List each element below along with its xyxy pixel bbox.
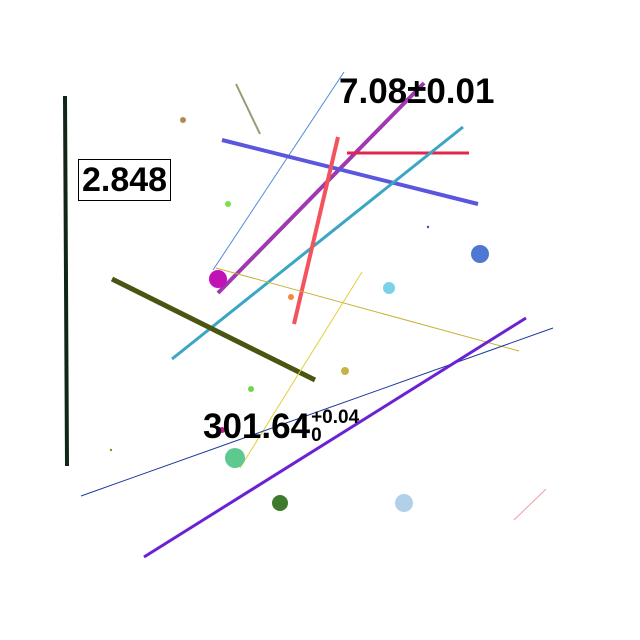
sky-blue-dot [383, 282, 395, 294]
coral-line [292, 136, 340, 325]
royal-blue-dot [471, 245, 489, 263]
khaki-dot [341, 367, 349, 375]
violet-thick-line [143, 316, 527, 559]
dark-olive-thick-line [110, 276, 317, 383]
asym-main-value: 301.64 [203, 407, 311, 446]
olive-diagonal-line [235, 83, 261, 135]
mint-dot [225, 448, 245, 468]
powder-blue-dot [395, 494, 413, 512]
olive-tiny-dot [109, 448, 113, 452]
slate-blue-line [221, 138, 479, 206]
gold-thin-line [215, 267, 520, 352]
pink-faint-line [513, 488, 547, 521]
magenta-dot [209, 270, 227, 288]
blue-tiny-dot [426, 225, 430, 229]
dark-vertical-line [63, 95, 69, 467]
asym-error-stack: +0.04 0 [310, 407, 362, 447]
tan-dot [180, 117, 186, 123]
orange-dot [288, 294, 294, 300]
boxed-value-label: 2.848 [78, 159, 172, 201]
yellow-thin-line [239, 271, 363, 469]
blue-thin-line [212, 71, 345, 271]
asymmetric-error-label: 301.64 +0.04 0 [203, 407, 362, 447]
asym-upper-error: +0.04 [311, 407, 360, 428]
navy-long-line [80, 327, 554, 497]
magenta-purple-line [216, 81, 426, 295]
green-small-dot [248, 386, 254, 392]
asym-lower-error: 0 [311, 425, 322, 446]
forest-dot [272, 495, 288, 511]
teal-line [171, 125, 464, 361]
plus-minus-value-label: 7.08±0.01 [339, 72, 495, 111]
lime-dot [225, 201, 231, 207]
magenta-small-dot [219, 427, 225, 433]
